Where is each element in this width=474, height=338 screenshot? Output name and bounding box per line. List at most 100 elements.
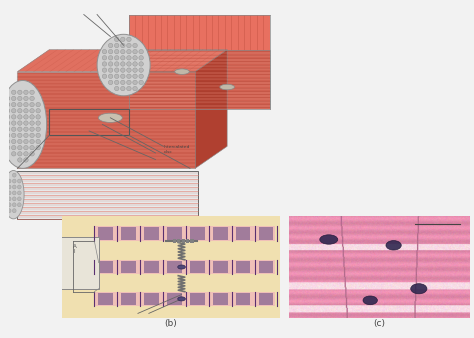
Ellipse shape — [36, 115, 40, 119]
Ellipse shape — [102, 56, 107, 60]
Bar — [18, 170, 198, 219]
Text: (b): (b) — [164, 319, 177, 329]
Ellipse shape — [11, 90, 16, 95]
Ellipse shape — [109, 49, 113, 54]
Ellipse shape — [24, 133, 28, 138]
Ellipse shape — [320, 235, 338, 244]
Bar — [167, 293, 182, 305]
Ellipse shape — [8, 185, 11, 189]
Ellipse shape — [12, 179, 16, 183]
Bar — [258, 293, 273, 305]
Bar — [258, 261, 273, 273]
Ellipse shape — [30, 90, 34, 95]
Polygon shape — [195, 50, 227, 168]
Ellipse shape — [114, 87, 119, 91]
Ellipse shape — [30, 115, 34, 119]
Ellipse shape — [363, 296, 377, 305]
Ellipse shape — [120, 80, 125, 84]
Ellipse shape — [102, 49, 107, 54]
Ellipse shape — [139, 56, 144, 60]
Bar — [190, 227, 205, 240]
Ellipse shape — [12, 173, 16, 177]
Ellipse shape — [36, 127, 40, 131]
Ellipse shape — [36, 133, 40, 138]
Ellipse shape — [30, 102, 34, 107]
Ellipse shape — [120, 49, 125, 54]
Bar — [190, 261, 205, 273]
Bar — [213, 261, 228, 273]
Ellipse shape — [36, 108, 40, 113]
Ellipse shape — [18, 191, 21, 195]
Ellipse shape — [24, 90, 28, 95]
Ellipse shape — [18, 145, 22, 150]
Ellipse shape — [18, 102, 22, 107]
Ellipse shape — [11, 96, 16, 101]
Bar — [182, 240, 185, 243]
Ellipse shape — [97, 34, 150, 96]
Ellipse shape — [24, 115, 28, 119]
Ellipse shape — [127, 56, 131, 60]
Bar — [121, 227, 136, 240]
Bar — [258, 227, 273, 240]
Bar — [98, 261, 113, 273]
Ellipse shape — [133, 74, 137, 78]
Ellipse shape — [120, 56, 125, 60]
Ellipse shape — [8, 209, 11, 213]
Ellipse shape — [36, 121, 40, 125]
Ellipse shape — [410, 284, 427, 294]
Ellipse shape — [30, 127, 34, 131]
Ellipse shape — [127, 80, 131, 84]
Ellipse shape — [127, 68, 131, 72]
Bar — [94, 226, 275, 241]
Ellipse shape — [120, 87, 125, 91]
Ellipse shape — [18, 152, 22, 156]
Ellipse shape — [11, 102, 16, 107]
Ellipse shape — [114, 43, 119, 48]
Ellipse shape — [5, 145, 10, 150]
Ellipse shape — [139, 68, 144, 72]
Ellipse shape — [24, 121, 28, 125]
Ellipse shape — [11, 121, 16, 125]
Bar — [190, 240, 193, 243]
Ellipse shape — [114, 62, 119, 66]
Ellipse shape — [11, 152, 16, 156]
Ellipse shape — [30, 133, 34, 138]
Ellipse shape — [18, 90, 22, 95]
Text: (a): (a) — [136, 221, 148, 230]
Ellipse shape — [220, 84, 235, 90]
Ellipse shape — [133, 49, 137, 54]
Ellipse shape — [5, 102, 10, 107]
Ellipse shape — [175, 69, 189, 74]
Ellipse shape — [0, 80, 46, 168]
Ellipse shape — [30, 152, 34, 156]
Ellipse shape — [102, 62, 107, 66]
Text: I: I — [74, 248, 75, 254]
Bar — [186, 240, 189, 243]
Bar — [144, 261, 159, 273]
Ellipse shape — [5, 108, 10, 113]
Ellipse shape — [127, 62, 131, 66]
Ellipse shape — [109, 68, 113, 72]
Ellipse shape — [18, 179, 21, 183]
Bar — [173, 240, 176, 243]
Ellipse shape — [5, 139, 10, 144]
Ellipse shape — [8, 203, 11, 207]
Ellipse shape — [24, 158, 28, 162]
Ellipse shape — [114, 49, 119, 54]
Ellipse shape — [127, 87, 131, 91]
Ellipse shape — [109, 62, 113, 66]
Ellipse shape — [99, 113, 122, 122]
Bar — [236, 293, 250, 305]
Ellipse shape — [127, 74, 131, 78]
Ellipse shape — [5, 96, 10, 101]
Ellipse shape — [11, 127, 16, 131]
Ellipse shape — [120, 74, 125, 78]
Ellipse shape — [120, 43, 125, 48]
Bar — [236, 227, 250, 240]
Ellipse shape — [18, 185, 21, 189]
Ellipse shape — [386, 241, 401, 250]
Ellipse shape — [18, 108, 22, 113]
Ellipse shape — [114, 68, 119, 72]
Ellipse shape — [24, 139, 28, 144]
Ellipse shape — [18, 133, 22, 138]
